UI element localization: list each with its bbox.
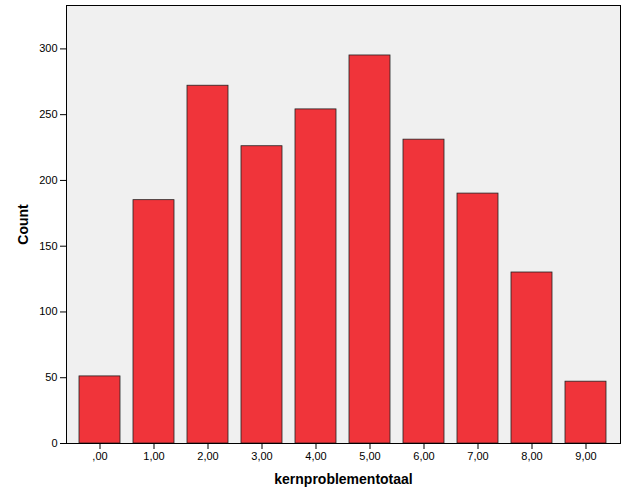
svg-text:Count: Count <box>15 204 31 245</box>
svg-text:1,00: 1,00 <box>143 450 164 462</box>
svg-text:300: 300 <box>39 42 57 54</box>
svg-text:3,00: 3,00 <box>251 450 272 462</box>
svg-text:kernproblementotaal: kernproblementotaal <box>274 471 412 487</box>
svg-text:200: 200 <box>39 174 57 186</box>
svg-text:,00: ,00 <box>92 450 107 462</box>
svg-text:9,00: 9,00 <box>575 450 596 462</box>
svg-text:8,00: 8,00 <box>521 450 542 462</box>
svg-text:2,00: 2,00 <box>197 450 218 462</box>
svg-text:4,00: 4,00 <box>305 450 326 462</box>
svg-text:150: 150 <box>39 240 57 252</box>
svg-text:50: 50 <box>45 371 57 383</box>
svg-text:7,00: 7,00 <box>467 450 488 462</box>
svg-text:5,00: 5,00 <box>359 450 380 462</box>
svg-text:250: 250 <box>39 108 57 120</box>
svg-text:6,00: 6,00 <box>413 450 434 462</box>
svg-text:0: 0 <box>51 437 57 449</box>
svg-text:100: 100 <box>39 305 57 317</box>
